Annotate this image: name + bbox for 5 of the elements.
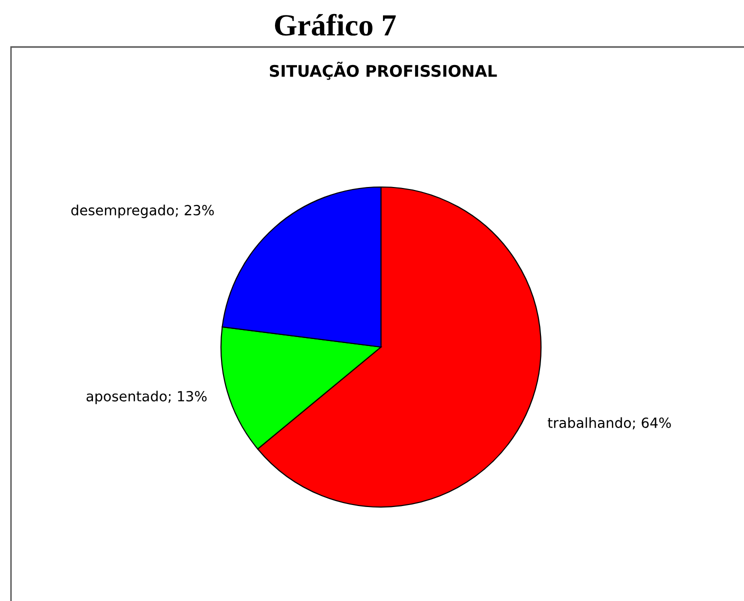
slice-label: desempregado; 23%: [71, 204, 214, 218]
slice-label: aposentado; 13%: [86, 390, 207, 404]
chart-title: Gráfico 7: [274, 14, 396, 36]
slice-label: trabalhando; 64%: [548, 417, 671, 430]
chart-subtitle: SITUAÇÃO PROFISSIONAL: [270, 62, 497, 80]
